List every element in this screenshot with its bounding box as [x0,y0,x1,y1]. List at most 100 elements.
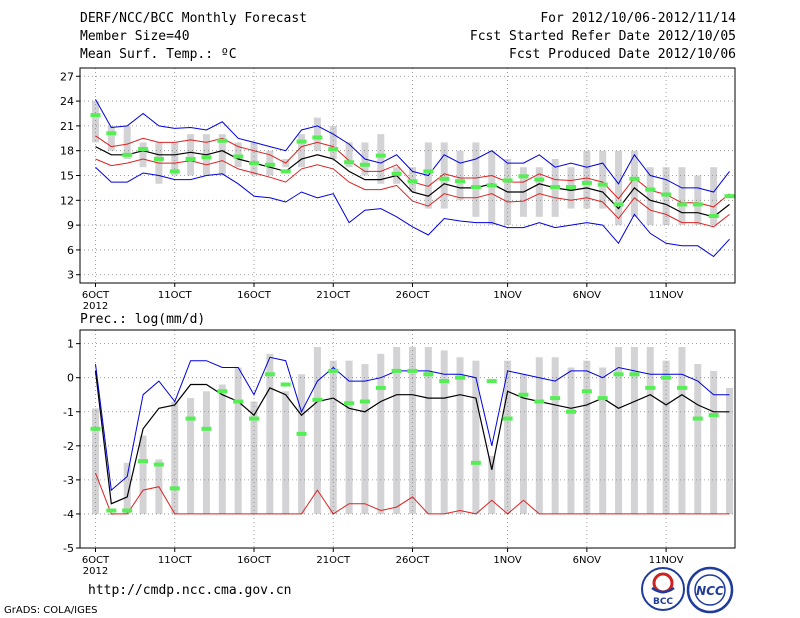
prec-observed-marker [407,368,418,373]
temp-ensemble-bar [313,117,321,151]
prec-ensemble-bar [393,347,401,514]
temp-ensemble-bar [535,167,543,217]
temp-observed-marker [296,139,307,144]
temp-observed-marker [724,194,735,199]
temp-observed-marker [312,135,323,140]
temp-observed-marker [486,183,497,188]
prec-observed-marker [470,460,481,465]
prec-observed-marker [106,508,117,513]
temp-observed-marker [359,162,370,167]
temp-observed-marker [280,169,291,174]
prec-ensemble-bar [234,367,242,514]
prec-observed-marker [217,389,228,394]
prec-ensemble-bar [313,347,321,514]
temp-ensemble-bar [298,134,306,168]
prec-ensemble-bar [266,353,274,514]
prec-ensemble-bar [345,360,353,514]
prec-panel-title: Prec.: log(mm/d) [80,312,205,327]
temp-observed-marker [185,156,196,161]
prec-ensemble-bar [551,357,559,514]
prec-xtick-label: 21OCT [316,555,351,566]
prec-ensemble-mean-line [94,370,730,505]
prec-observed-marker [249,416,259,421]
prec-ensemble-bar [377,353,385,514]
prec-ensemble-bar [171,401,179,514]
temp-observed-marker [391,171,402,176]
prec-observed-marker [280,382,291,387]
temp-ensemble-bar [377,134,385,184]
prec-observed-marker [502,416,513,421]
temp-ytick-label: 6 [67,244,74,257]
temp-ensemble-bar [171,142,179,176]
temp-ytick-label: 18 [60,145,74,158]
prec-observed-marker [201,426,212,431]
prec-xtick-label: 1NOV [493,555,522,566]
prec-lower-spread-line [95,472,730,515]
temp-ytick-label: 21 [60,120,74,133]
temp-ensemble-bar [678,167,686,226]
prec-ensemble-bar [726,387,733,514]
temp-observed-marker [692,202,703,207]
prec-observed-marker [708,413,719,418]
temp-lower-spread-line [95,158,730,228]
ncc-logo-text: NCC [696,584,724,598]
temp-xtick-label: 1NOV [493,290,522,301]
temp-ytick-label: 27 [60,70,74,83]
temp-observed-marker [581,180,592,185]
temp-observed-marker [423,169,434,174]
temp-observed-marker [375,153,386,158]
temp-ensemble-bar [615,150,623,226]
temp-observed-marker [439,176,450,181]
start-date: Fcst Started Refer Date 2012/10/05 [469,29,736,44]
prec-observed-marker [676,385,687,390]
source-url[interactable]: http://cmdp.ncc.cma.gov.cn [88,583,292,598]
prec-ytick-label: 0 [67,372,74,385]
temp-ensemble-bar [583,150,591,209]
prec-observed-marker [439,379,450,384]
temp-observed-marker [264,162,275,167]
temp-observed-marker [122,152,133,157]
prec-observed-marker [312,397,323,402]
prec-observed-marker [423,372,434,377]
prec-observed-marker [328,368,339,373]
temp-ensemble-bar [107,125,115,151]
prec-observed-marker [153,462,164,467]
prec-ensemble-bar [187,398,195,514]
temp-ytick-label: 15 [60,170,74,183]
prec-ensemble-bar [456,357,464,514]
prec-ensemble-bar [488,456,496,514]
temp-observed-marker [597,182,608,187]
prec-observed-marker [566,409,576,414]
prec-ensemble-bar [710,370,718,514]
prec-observed-marker [90,426,101,431]
prec-ensemble-bar [298,374,306,514]
forecast-period: For 2012/10/06-2012/11/14 [540,11,736,26]
temp-xtick-label: 6OCT [82,290,110,301]
prec-observed-marker [138,459,149,464]
prec-ensemble-bar [250,401,258,514]
ncc-logo: NCC [686,566,734,614]
temp-observed-marker [153,156,164,161]
prec-observed-marker [169,486,180,491]
temp-xtick-label: 16OCT [237,290,272,301]
prec-ensemble-bar [472,360,480,514]
temp-observed-marker [708,214,719,219]
prec-observed-marker [185,416,196,421]
prec-ensemble-bar [139,435,147,514]
bcc-logo-text: BCC [653,597,673,607]
temp-ensemble-bar [345,142,353,168]
variable-label: Mean Surf. Temp.: ºC [80,47,237,62]
temp-ytick-label: 9 [67,219,74,232]
temp-ensemble-bar [329,125,337,159]
temp-ensemble-bar [694,175,702,226]
prec-observed-marker [613,372,624,377]
prec-ytick-label: -2 [63,440,74,453]
temp-ensemble-bar [123,125,131,159]
temp-observed-marker [407,179,418,184]
prec-ensemble-bar [504,360,512,514]
prec-ensemble-bar [519,374,527,514]
prec-ensemble-bar [107,513,115,515]
prec-ensemble-bar [202,391,210,514]
prec-observed-marker [692,416,703,421]
prec-observed-marker [550,396,561,401]
